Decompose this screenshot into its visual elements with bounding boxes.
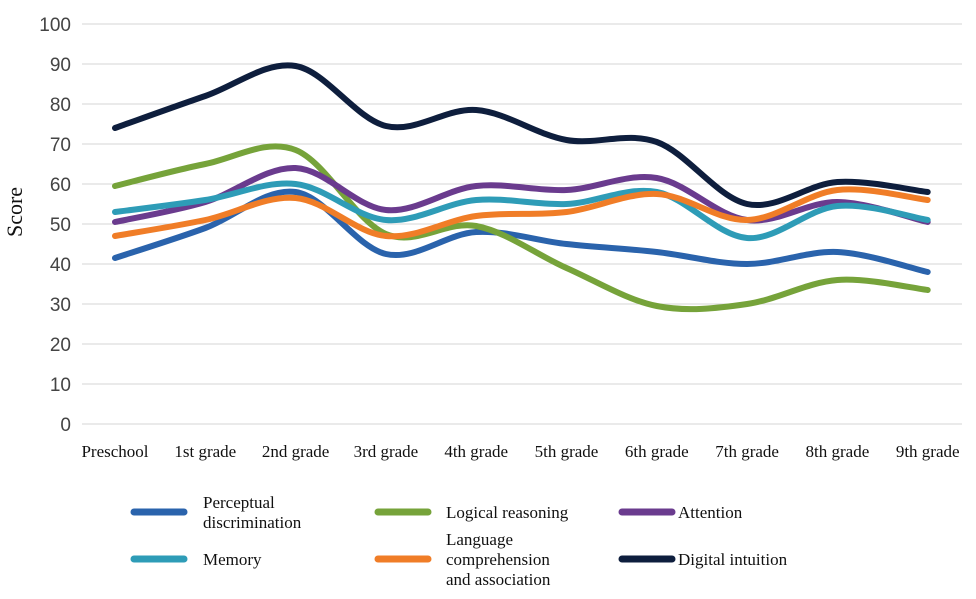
y-tick-label: 10 <box>50 375 71 396</box>
legend-label: comprehension <box>446 550 550 569</box>
x-tick-label: 2nd grade <box>262 442 330 461</box>
series-line-3 <box>112 180 931 242</box>
x-tick-label: 4th grade <box>444 442 508 461</box>
y-tick-label: 70 <box>50 135 71 156</box>
x-tick-label: Preschool <box>81 442 148 461</box>
y-tick-label: 50 <box>50 215 71 236</box>
series-line-2 <box>112 164 931 225</box>
y-axis-ticks: 0 10 20 30 40 50 60 70 80 90 100 <box>39 15 71 436</box>
y-tick-label: 20 <box>50 335 71 356</box>
x-tick-label: 9th grade <box>896 442 960 461</box>
x-tick-label: 7th grade <box>715 442 779 461</box>
gridlines <box>82 23 962 425</box>
y-tick-label: 0 <box>60 415 71 436</box>
series-line-1 <box>112 143 931 313</box>
legend-label: discrimination <box>203 513 302 532</box>
y-tick-label: 90 <box>50 55 71 76</box>
x-tick-label: 8th grade <box>806 442 870 461</box>
x-axis-ticks: Preschool 1st grade 2nd grade 3rd grade 4th … <box>81 442 959 461</box>
legend-label: Attention <box>678 503 743 522</box>
series-line-4 <box>112 186 931 240</box>
legend-label: Logical reasoning <box>446 503 569 522</box>
x-tick-label: 5th grade <box>535 442 599 461</box>
y-axis-label: Score <box>2 187 27 237</box>
series-line-5 <box>112 62 931 209</box>
series-lines <box>112 62 931 313</box>
x-tick-label: 1st grade <box>174 442 236 461</box>
y-tick-label: 80 <box>50 95 71 116</box>
y-tick-label: 100 <box>39 15 71 36</box>
y-tick-label: 40 <box>50 255 71 276</box>
legend-label: Language <box>446 530 513 549</box>
y-tick-label: 60 <box>50 175 71 196</box>
legend-label: Perceptual <box>203 493 275 512</box>
legend-label: Memory <box>203 550 262 569</box>
x-tick-label: 6th grade <box>625 442 689 461</box>
x-tick-label: 3rd grade <box>354 442 419 461</box>
legend-label: Digital intuition <box>678 550 788 569</box>
y-tick-label: 30 <box>50 295 71 316</box>
legend-label: and association <box>446 570 551 589</box>
